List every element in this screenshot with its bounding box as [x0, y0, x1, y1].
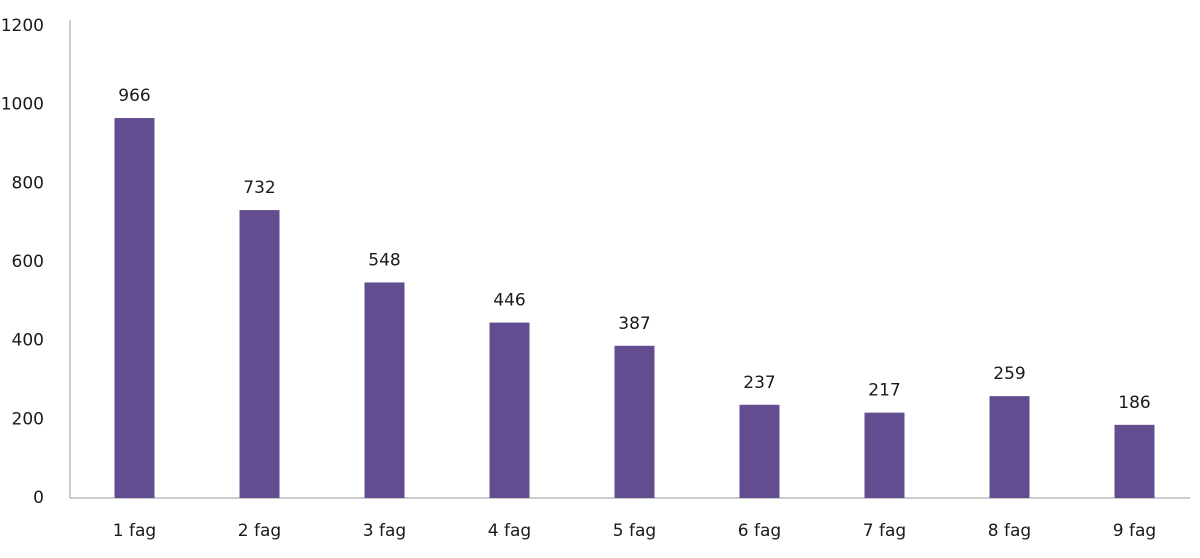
x-tick-label: 8 fag	[988, 521, 1031, 541]
data-label: 387	[618, 314, 650, 334]
bar	[239, 210, 280, 498]
data-label: 966	[118, 86, 150, 106]
data-label: 217	[868, 381, 900, 401]
data-label: 446	[493, 291, 525, 311]
y-tick-label: 200	[12, 409, 44, 429]
y-tick-label: 800	[12, 173, 44, 193]
bar	[114, 118, 155, 498]
x-tick-label: 6 fag	[738, 521, 781, 541]
bar	[739, 404, 780, 498]
data-label: 548	[368, 250, 400, 270]
y-tick-label: 1200	[1, 16, 44, 36]
bar	[989, 396, 1030, 498]
data-label: 186	[1118, 393, 1150, 413]
x-tick-label: 3 fag	[363, 521, 406, 541]
y-tick-label: 400	[12, 331, 44, 351]
bar	[864, 412, 905, 498]
bar	[614, 345, 655, 498]
x-tick-label: 4 fag	[488, 521, 531, 541]
data-label: 259	[993, 364, 1025, 384]
bar	[489, 322, 530, 498]
bar	[364, 282, 405, 498]
x-tick-label: 7 fag	[863, 521, 906, 541]
y-tick-label: 1000	[1, 95, 44, 115]
data-label: 732	[243, 178, 275, 198]
x-tick-label: 5 fag	[613, 521, 656, 541]
bar	[1114, 424, 1155, 498]
y-tick-label: 0	[33, 488, 44, 508]
x-tick-label: 2 fag	[238, 521, 281, 541]
x-tick-label: 1 fag	[113, 521, 156, 541]
y-tick-label: 600	[12, 252, 44, 272]
data-label: 237	[743, 373, 775, 393]
x-tick-label: 9 fag	[1113, 521, 1156, 541]
